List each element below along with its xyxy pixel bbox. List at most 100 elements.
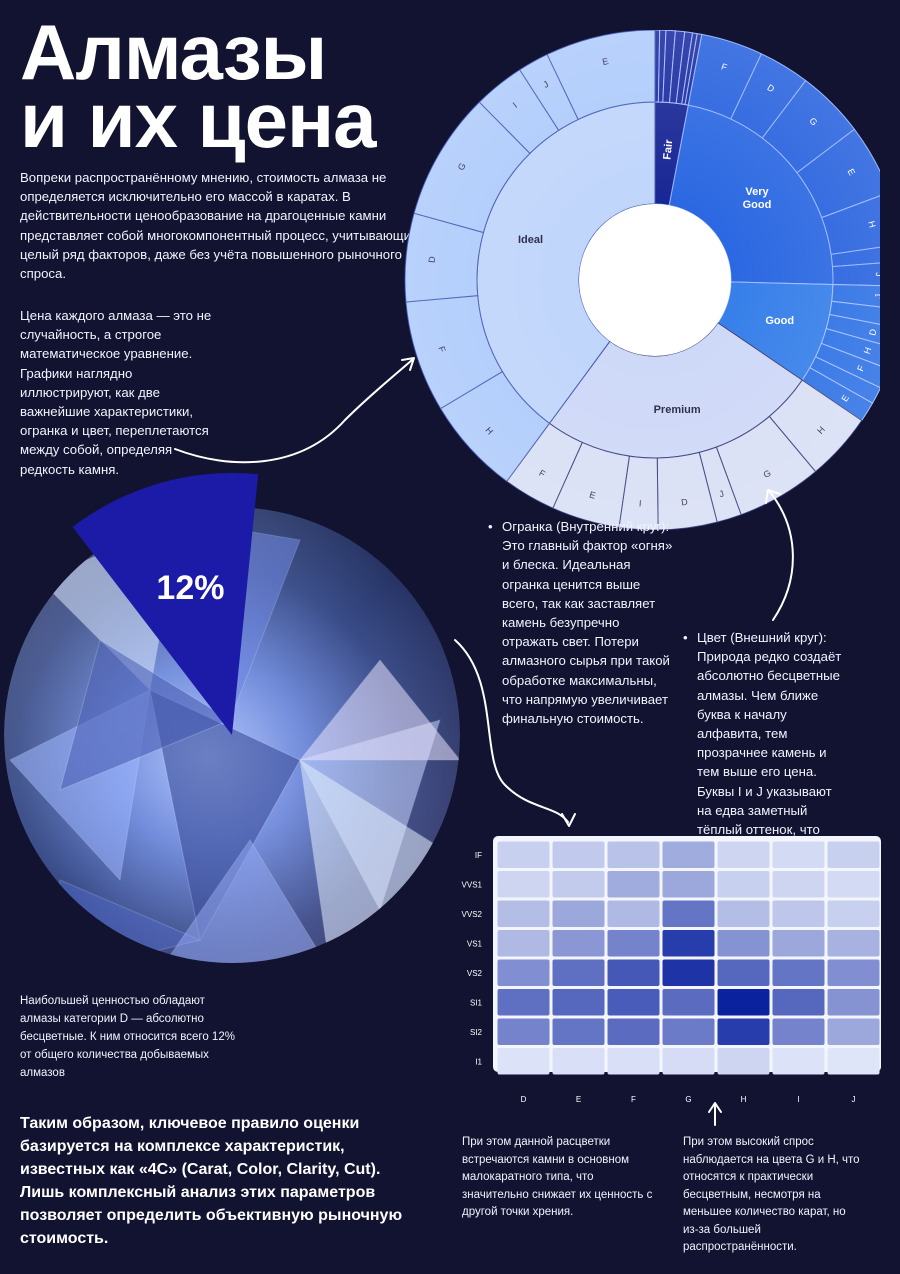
- heatmap-cell: [552, 989, 605, 1016]
- equation-paragraph: Цена каждого алмаза — это не случайность…: [20, 308, 212, 477]
- heatmap-cell: [497, 900, 550, 927]
- heatmap-cell: [497, 841, 550, 868]
- heatmap-y-label: SI1: [470, 998, 483, 1007]
- heatmap-cell: [827, 989, 880, 1016]
- heatmap-cell: [497, 930, 550, 957]
- heatmap-x-label: E: [576, 1095, 581, 1104]
- heatmap-y-label: VS2: [467, 969, 483, 978]
- d-category-note: Наибольшей ценностью обладают алмазы кат…: [20, 995, 235, 1079]
- pie-slice-d: [72, 473, 259, 735]
- page-title: Алмазы и их цена: [20, 8, 460, 164]
- heatmap-cell: [772, 871, 825, 898]
- heatmap-y-label: VVS1: [462, 880, 483, 889]
- heatmap-x-label: I: [797, 1095, 799, 1104]
- heatmap-cell: [552, 871, 605, 898]
- heatmap-cell: [607, 871, 660, 898]
- sunburst-outer-label: J: [698, 30, 704, 31]
- sunburst-inner-label: Fair: [661, 138, 675, 160]
- sunburst-hole: [579, 204, 731, 356]
- color-note-label: Цвет (Внешний круг):: [697, 630, 827, 645]
- heatmap-y-label: VS1: [467, 939, 483, 948]
- heatmap-y-label: VVS2: [462, 910, 483, 919]
- heatmap-cell: [772, 900, 825, 927]
- heatmap-cell: [552, 900, 605, 927]
- heatmap-cell: [607, 1048, 660, 1075]
- heatmap-cell: [662, 900, 715, 927]
- heatmap-x-label: F: [631, 1095, 636, 1104]
- heatmap-cell: [607, 900, 660, 927]
- heatmap-cell: [662, 989, 715, 1016]
- heatmap-x-label: D: [521, 1095, 527, 1104]
- heatmap-cell: [662, 841, 715, 868]
- heatmap-cell: [827, 871, 880, 898]
- heatmap-cell: [717, 989, 770, 1016]
- heatmap-cell: [827, 930, 880, 957]
- heatmap-cell: [772, 989, 825, 1016]
- heatmap-cell: [717, 1018, 770, 1045]
- heatmap-cell: [772, 1018, 825, 1045]
- heatmap-x-label: G: [685, 1095, 691, 1104]
- heatmap-x-label: J: [852, 1095, 856, 1104]
- heatmap-cell: [717, 871, 770, 898]
- heatmap-y-label: I1: [475, 1057, 482, 1066]
- heatmap-cell: [662, 1048, 715, 1075]
- sunburst-inner-label: Ideal: [518, 234, 543, 246]
- heatmap-cell: [607, 959, 660, 986]
- clarity-color-heatmap: IF VVS1 VVS2 VS1 VS2 SI1 SI2 I1 D E F G H I J: [462, 841, 880, 1104]
- conclusion-paragraph: Таким образом, ключевое правило оценки б…: [20, 1115, 403, 1247]
- heatmap-cell: [662, 871, 715, 898]
- cut-note: Огранка (Внутренний круг): Это главный ф…: [488, 517, 678, 728]
- heatmap-cell: [662, 959, 715, 986]
- heatmap-cell: [552, 1018, 605, 1045]
- heatmap-cell: [772, 959, 825, 986]
- heatmap-cell: [772, 1048, 825, 1075]
- heatmap-cell: [717, 1048, 770, 1075]
- heatmap-cell: [497, 989, 550, 1016]
- heatmap-cell: [827, 1048, 880, 1075]
- heatmap-cell: [827, 841, 880, 868]
- heatmap-cell: [717, 900, 770, 927]
- heatmap-cell: [607, 841, 660, 868]
- heatmap-cell: [772, 930, 825, 957]
- heatmap-cell: [497, 959, 550, 986]
- low-carat-note: При этом данной расцветки встречаются ка…: [462, 1136, 653, 1218]
- title-line-1: Алмазы: [20, 8, 327, 96]
- title-line-2: и их цена: [20, 76, 376, 164]
- pie-slice-label: 12%: [156, 569, 224, 607]
- cut-note-label: Огранка (Внутренний круг):: [502, 519, 670, 534]
- heatmap-cell: [717, 841, 770, 868]
- sunburst-chart: FairDEFGHIJVeryGoodFDGEHIJGoodJGDHFJEPre…: [404, 30, 880, 530]
- heatmap-cell: [662, 930, 715, 957]
- sunburst-inner-label: Good: [765, 315, 794, 327]
- heatmap-cell: [827, 1018, 880, 1045]
- heatmap-cell: [772, 841, 825, 868]
- sunburst-outer-label: J: [874, 272, 880, 277]
- heatmap-cell: [497, 1048, 550, 1075]
- heatmap-cell: [552, 930, 605, 957]
- heatmap-cell: [717, 959, 770, 986]
- heatmap-cell: [552, 959, 605, 986]
- heatmap-cell: [497, 871, 550, 898]
- demand-note: При этом высокий спрос наблюдается на цв…: [683, 1136, 860, 1253]
- heatmap-y-label: IF: [475, 851, 482, 860]
- sunburst-inner-label: Very Good: [743, 186, 772, 211]
- heatmap-cell: [607, 1018, 660, 1045]
- heatmap-cell: [607, 930, 660, 957]
- color-d-pie-chart: 12%: [4, 473, 460, 963]
- sunburst-outer-label: J: [873, 294, 880, 299]
- intro-paragraph: Вопреки распространённому мнению, стоимо…: [20, 170, 419, 282]
- sunburst-outer-label: J: [879, 396, 880, 404]
- heatmap-cell: [827, 959, 880, 986]
- arrowhead-heatmap: [561, 813, 576, 827]
- heatmap-cell: [662, 1018, 715, 1045]
- sunburst-inner-label: Premium: [654, 404, 701, 416]
- cut-note-text: Это главный фактор «огня» и блеска. Идеа…: [502, 538, 673, 727]
- heatmap-cell: [717, 930, 770, 957]
- heatmap-cell: [607, 989, 660, 1016]
- heatmap-cell: [827, 900, 880, 927]
- heatmap-y-label: SI2: [470, 1028, 483, 1037]
- heatmap-x-label: H: [741, 1095, 747, 1104]
- heatmap-cell: [552, 1048, 605, 1075]
- heatmap-cell: [552, 841, 605, 868]
- heatmap-cell: [497, 1018, 550, 1045]
